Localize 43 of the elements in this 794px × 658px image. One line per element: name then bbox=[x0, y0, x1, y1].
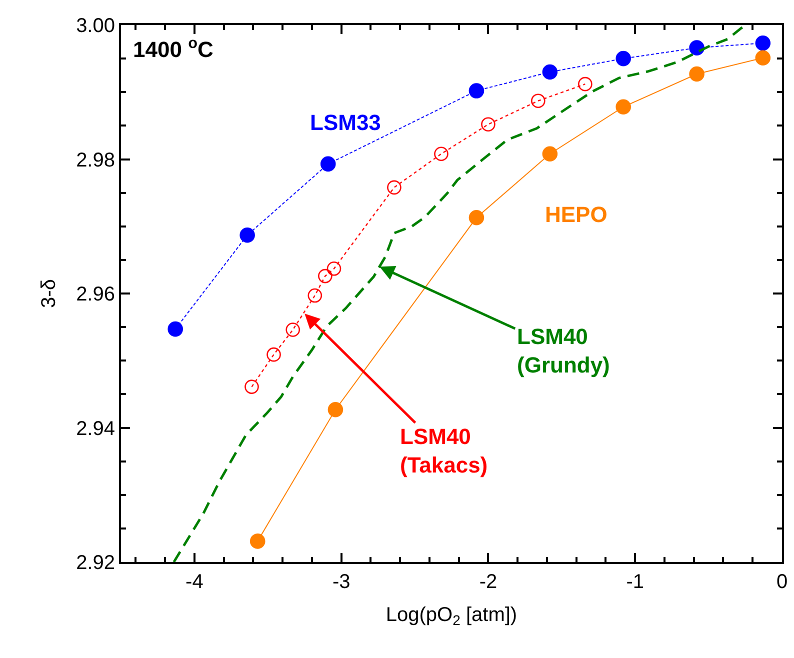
point bbox=[266, 347, 281, 362]
x-tick-label: -3 bbox=[332, 571, 350, 593]
point bbox=[616, 99, 632, 115]
point bbox=[387, 180, 402, 195]
point bbox=[689, 66, 704, 82]
point bbox=[578, 76, 592, 92]
point bbox=[326, 262, 342, 276]
point bbox=[481, 117, 496, 132]
point bbox=[468, 83, 484, 98]
annotation: LSM40 (Grundy) bbox=[517, 324, 610, 378]
x-tick-label: -4 bbox=[186, 571, 204, 593]
point bbox=[168, 321, 183, 337]
point bbox=[542, 64, 558, 80]
point bbox=[434, 146, 448, 162]
point bbox=[286, 322, 300, 337]
point bbox=[531, 94, 546, 108]
point bbox=[318, 268, 332, 284]
y-tick-label: 2.96 bbox=[76, 284, 115, 306]
point bbox=[244, 380, 259, 394]
x-axis-title: Log(pO$_{2}$ [atm]) bbox=[386, 604, 518, 628]
point bbox=[616, 50, 632, 66]
point bbox=[542, 146, 558, 162]
point bbox=[308, 288, 322, 303]
annotation: LSM40 (Takacs) bbox=[400, 424, 488, 478]
x-tick-label: -2 bbox=[479, 571, 498, 593]
point bbox=[328, 402, 344, 418]
point bbox=[320, 156, 336, 172]
y-tick-label: 3.00 bbox=[76, 15, 115, 37]
annotation: 1400 $^{o}$C bbox=[133, 35, 214, 62]
point bbox=[689, 40, 704, 56]
series-label: HEPO bbox=[545, 202, 608, 227]
x-tick-label: -1 bbox=[626, 571, 644, 593]
point bbox=[468, 210, 484, 226]
point bbox=[250, 534, 266, 549]
x-tick-label: 0 bbox=[776, 571, 788, 593]
series-label: LSM33 bbox=[310, 110, 381, 135]
point bbox=[755, 50, 771, 66]
y-tick-label: 2.94 bbox=[76, 418, 115, 440]
y-axis-title: 3-δ bbox=[38, 279, 60, 308]
y-tick-label: 2.98 bbox=[76, 149, 115, 172]
point bbox=[755, 35, 771, 51]
y-tick-label: 2.92 bbox=[76, 552, 115, 574]
point bbox=[240, 227, 255, 243]
